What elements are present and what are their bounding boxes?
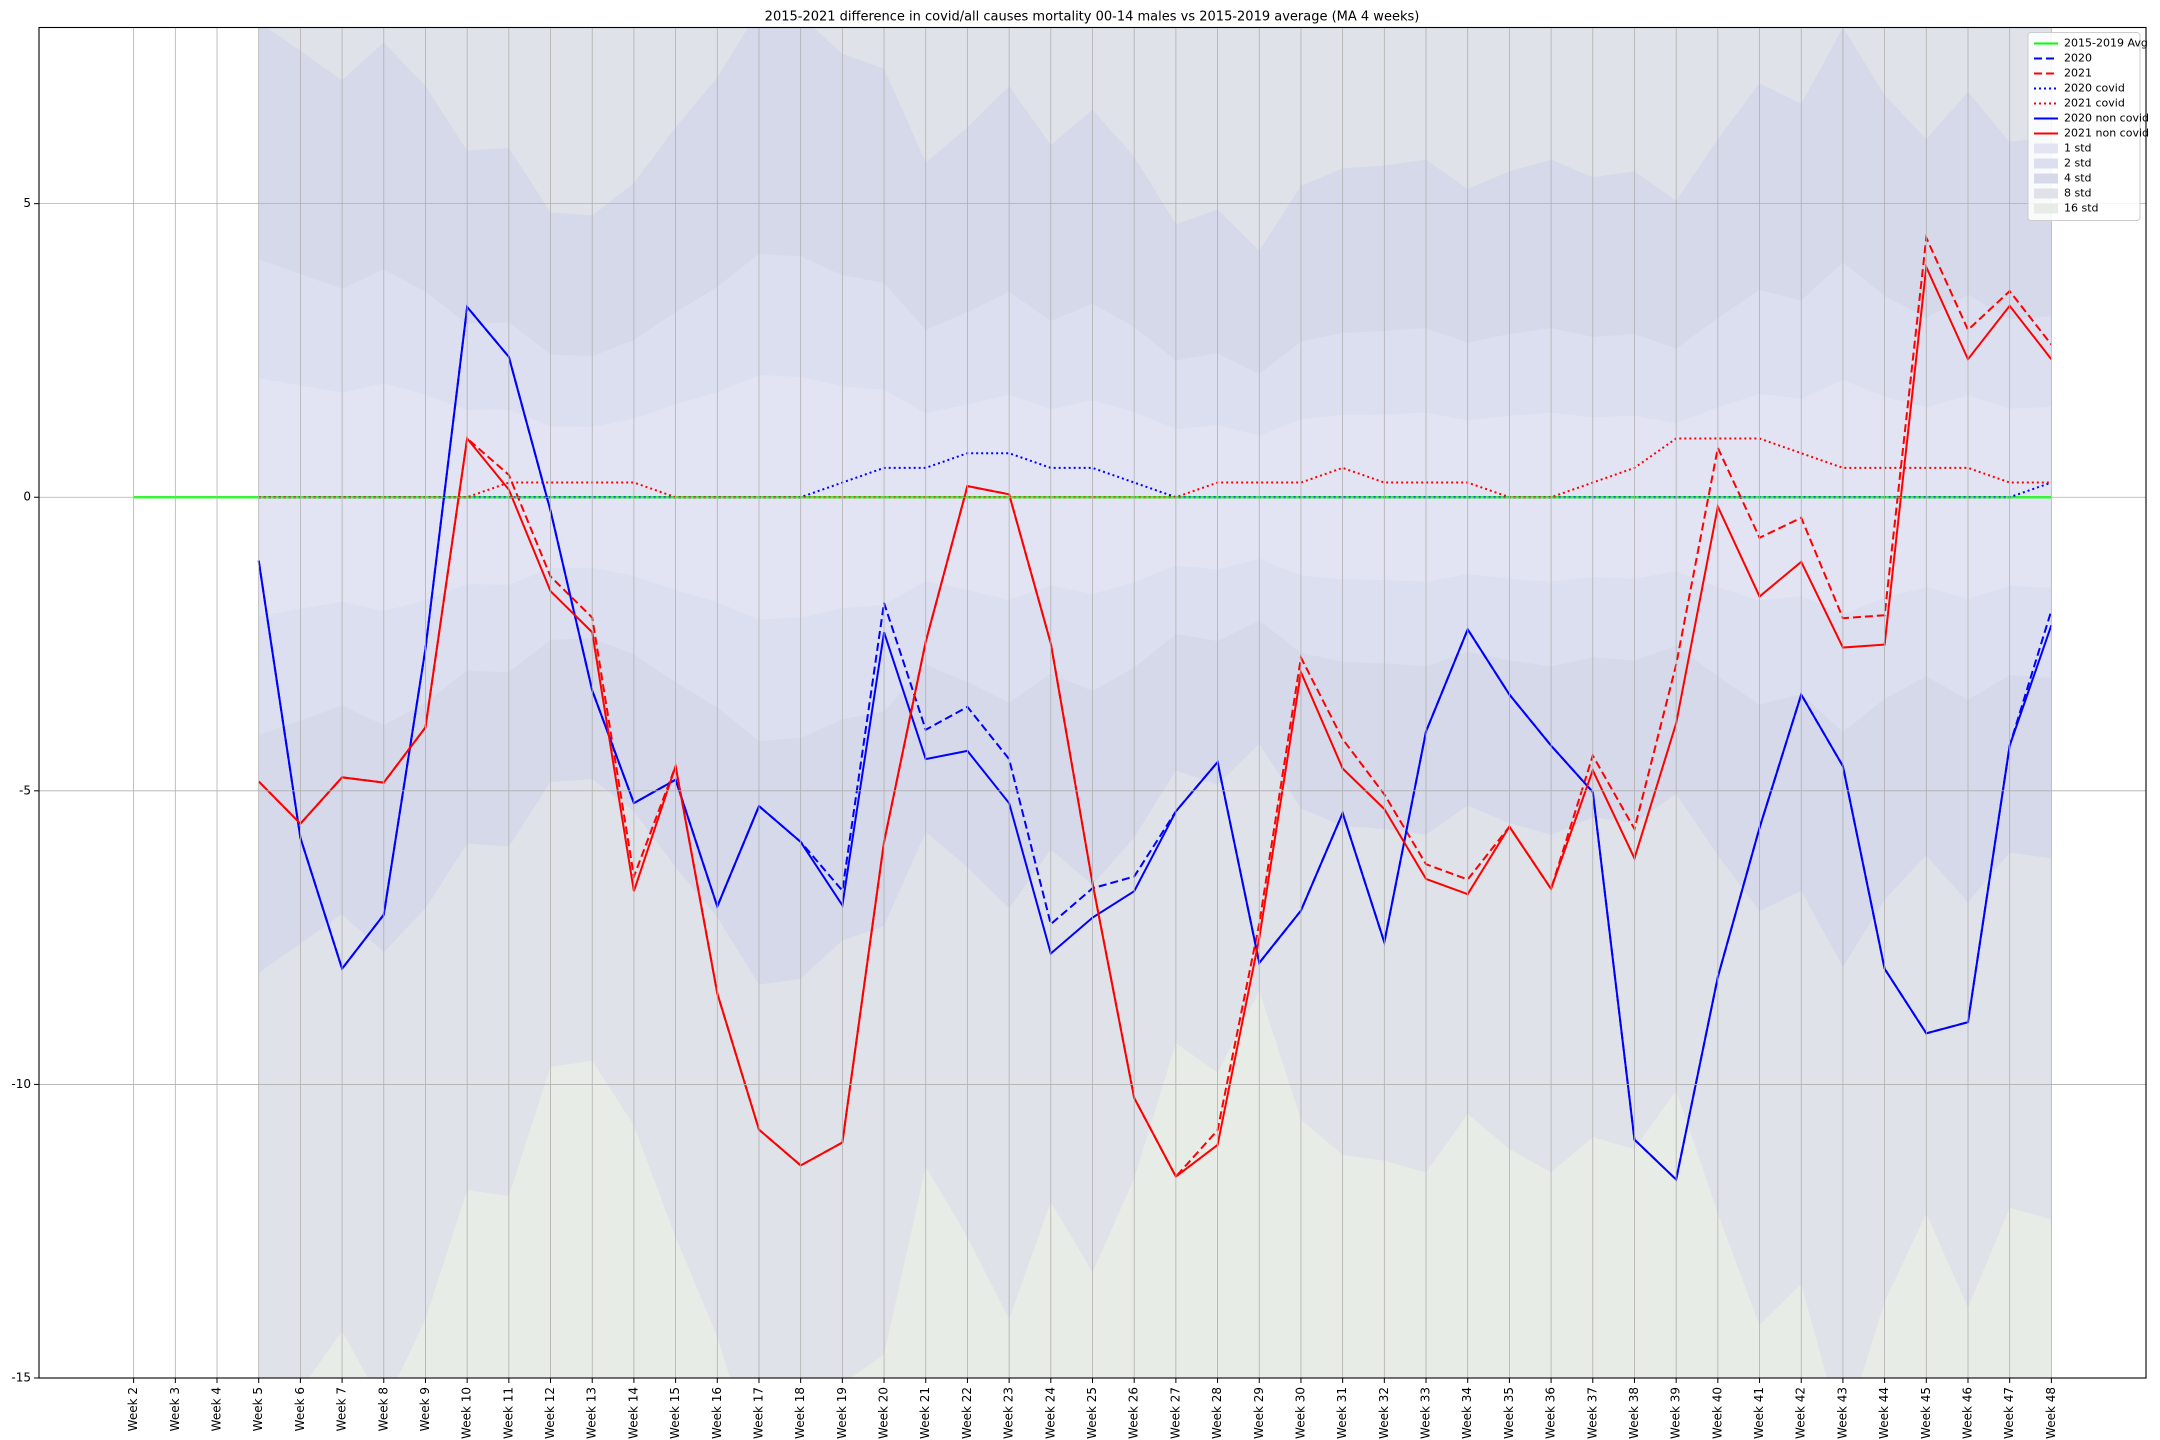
x-tick-label: Week 41 <box>1752 1387 1766 1439</box>
x-tick-label: Week 14 <box>626 1387 640 1439</box>
x-tick-label: Week 40 <box>1710 1387 1724 1439</box>
x-tick-label: Week 15 <box>668 1387 682 1439</box>
y-tick-label: -5 <box>19 783 31 797</box>
legend-swatch <box>2034 173 2058 184</box>
y-tick-label: 5 <box>23 196 31 210</box>
x-tick-label: Week 36 <box>1544 1387 1558 1439</box>
legend-label: 2021 non covid <box>2064 127 2149 140</box>
x-tick-label: Week 48 <box>2044 1387 2058 1439</box>
y-tick-label: -15 <box>11 1371 31 1385</box>
x-tick-label: Week 12 <box>543 1387 557 1439</box>
x-tick-label: Week 26 <box>1127 1387 1141 1439</box>
x-tick-label: Week 44 <box>1877 1387 1891 1439</box>
x-tick-label: Week 39 <box>1669 1387 1683 1439</box>
x-tick-label: Week 45 <box>1919 1387 1933 1439</box>
x-tick-label: Week 43 <box>1835 1387 1849 1439</box>
x-tick-label: Week 33 <box>1419 1387 1433 1439</box>
x-tick-label: Week 13 <box>585 1387 599 1439</box>
legend-label: 2 std <box>2064 157 2092 170</box>
legend-label: 4 std <box>2064 172 2092 185</box>
x-tick-label: Week 37 <box>1585 1387 1599 1439</box>
x-tick-label: Week 30 <box>1293 1387 1307 1439</box>
x-tick-label: Week 28 <box>1210 1387 1224 1439</box>
x-tick-label: Week 32 <box>1377 1387 1391 1439</box>
x-tick-label: Week 38 <box>1627 1387 1641 1439</box>
x-tick-label: Week 8 <box>376 1387 390 1431</box>
x-tick-label: Week 18 <box>793 1387 807 1439</box>
legend-label: 1 std <box>2064 142 2092 155</box>
legend-label: 2015-2019 Avg <box>2064 37 2148 50</box>
x-tick-label: Week 46 <box>1960 1387 1974 1439</box>
chart-title: 2015-2021 difference in covid/all causes… <box>765 10 1420 25</box>
legend-label: 2021 <box>2064 67 2092 80</box>
x-tick-label: Week 3 <box>168 1387 182 1431</box>
legend-label: 8 std <box>2064 187 2092 200</box>
y-tick-label: -10 <box>11 1077 31 1091</box>
x-tick-label: Week 23 <box>1002 1387 1016 1439</box>
series-line <box>257 263 2053 1179</box>
x-tick-label: Week 4 <box>210 1387 224 1431</box>
legend-swatch <box>2034 188 2058 199</box>
x-tick-label: Week 21 <box>918 1387 932 1439</box>
x-tick-label: Week 35 <box>1502 1387 1516 1439</box>
x-tick-label: Week 7 <box>335 1387 349 1431</box>
x-tick-label: Week 2 <box>126 1387 140 1431</box>
x-tick-label: Week 31 <box>1335 1387 1349 1439</box>
x-tick-label: Week 27 <box>1168 1387 1182 1439</box>
x-tick-label: Week 17 <box>751 1387 765 1439</box>
x-tick-label: Week 47 <box>2002 1387 2016 1439</box>
x-tick-label: Week 29 <box>1252 1387 1266 1439</box>
x-tick-label: Week 6 <box>293 1387 307 1431</box>
plot-area <box>133 27 2053 1378</box>
legend-label: 2021 covid <box>2064 97 2125 110</box>
legend-label: 2020 non covid <box>2064 112 2149 125</box>
x-tick-label: Week 20 <box>877 1387 891 1439</box>
series-line <box>257 304 2053 1182</box>
x-tick-label: Week 5 <box>251 1387 265 1431</box>
x-tick-label: Week 16 <box>710 1387 724 1439</box>
x-tick-label: Week 19 <box>835 1387 849 1439</box>
legend-swatch <box>2034 143 2058 154</box>
x-tick-label: Week 11 <box>501 1387 515 1439</box>
x-tick-label: Week 9 <box>418 1387 432 1431</box>
series-line <box>257 304 2053 1182</box>
legend-swatch <box>2034 158 2058 169</box>
x-tick-label: Week 10 <box>460 1387 474 1439</box>
legend-label: 2020 covid <box>2064 82 2125 95</box>
x-tick-label: Week 25 <box>1085 1387 1099 1439</box>
legend-swatch <box>2034 203 2058 214</box>
legend-label: 16 std <box>2064 202 2099 215</box>
legend-label: 2020 <box>2064 52 2092 65</box>
series-line <box>258 452 2052 499</box>
y-tick-label: 0 <box>23 490 31 504</box>
x-tick-label: Week 24 <box>1043 1387 1057 1439</box>
x-tick-label: Week 22 <box>960 1387 974 1439</box>
x-tick-label: Week 34 <box>1460 1387 1474 1439</box>
x-tick-label: Week 42 <box>1794 1387 1808 1439</box>
